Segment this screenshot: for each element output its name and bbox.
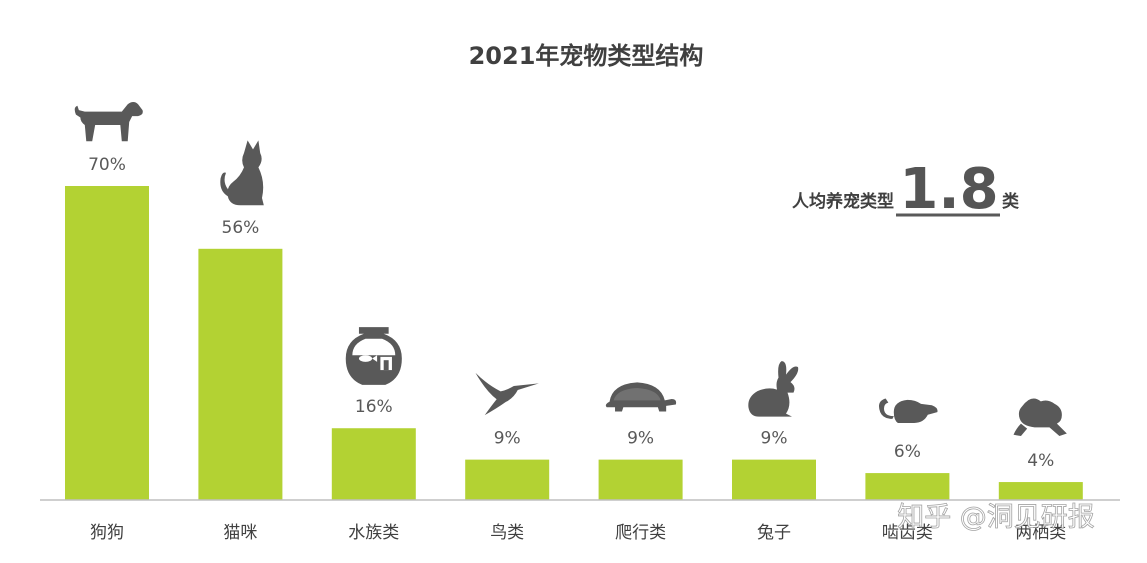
average-label: 人均养宠类型: [792, 191, 894, 212]
category-label-3: 水族类: [348, 523, 399, 543]
bar-5: [598, 459, 683, 500]
category-label-5: 爬行类: [615, 523, 666, 543]
bar-7: [865, 473, 950, 500]
average-value: 1.8: [899, 157, 998, 222]
hummingbird-icon: [475, 372, 539, 416]
category-label-8: 两栖类: [1015, 523, 1066, 543]
value-label-1: 70%: [88, 155, 126, 175]
fishbowl-icon: [345, 327, 402, 385]
watermark: 知乎 @洞见研报: [897, 502, 1095, 533]
value-label-3: 16%: [355, 397, 393, 417]
rabbit-icon: [748, 361, 799, 417]
chart-title: 2021年宠物类型结构: [469, 42, 704, 70]
bars-layer: 70% 狗狗 56% 猫咪 16% 水族类 9% 鸟类 9% 爬行类 9% 兔子 6% 啮齿类 4% 两栖类: [65, 102, 1083, 543]
category-label-1: 狗狗: [90, 523, 124, 543]
mouse-icon: [878, 398, 938, 423]
average-unit: 类: [1002, 191, 1020, 212]
dog-icon: [74, 102, 143, 142]
value-label-7: 6%: [894, 442, 921, 462]
bar-1: [65, 186, 149, 500]
turtle-icon: [605, 382, 677, 412]
bar-3: [331, 428, 416, 500]
bar-4: [465, 459, 550, 500]
category-label-2: 猫咪: [223, 523, 257, 543]
frog-icon: [1013, 398, 1067, 437]
value-label-6: 9%: [761, 429, 788, 449]
category-label-6: 兔子: [757, 523, 791, 543]
bar-6: [732, 459, 816, 500]
value-label-2: 56%: [222, 218, 260, 238]
value-label-8: 4%: [1027, 451, 1054, 471]
value-label-5: 9%: [627, 429, 654, 449]
category-label-4: 鸟类: [490, 523, 524, 543]
category-label-7: 啮齿类: [882, 523, 933, 543]
value-label-4: 9%: [494, 429, 521, 449]
cat-icon: [220, 140, 264, 206]
bar-2: [198, 248, 283, 500]
average-annotation: 人均养宠类型 1.8 类: [792, 157, 1020, 222]
bar-8: [998, 482, 1083, 500]
